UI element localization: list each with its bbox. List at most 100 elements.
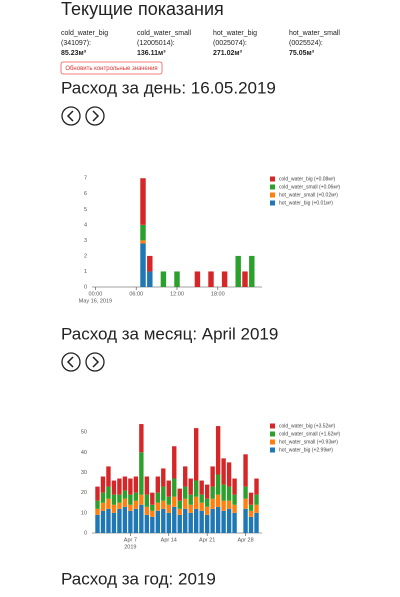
bar-segment — [139, 504, 144, 533]
legend-swatch[interactable] — [270, 200, 275, 206]
bar-segment — [106, 498, 111, 509]
x-tick-label: Apr 21 — [199, 537, 215, 543]
y-tick-label: 40 — [81, 450, 87, 456]
bar-segment — [111, 480, 117, 495]
bar-segment — [248, 504, 254, 511]
button-label[interactable]: Обновить контрольные значения — [65, 66, 157, 72]
bar-segment — [111, 494, 117, 505]
nav-arrow[interactable] — [66, 356, 74, 368]
bar-segment — [226, 508, 232, 533]
bar-segment — [183, 466, 188, 487]
meters: cold_water_big (341097): 85.23м³ cold_wa… — [61, 30, 340, 57]
bar-segment — [161, 468, 166, 487]
section-title: Расход за год: 2019 — [61, 569, 216, 588]
legend-swatch[interactable] — [270, 447, 275, 453]
update-button[interactable]: Обновить контрольные значения — [60, 61, 163, 75]
bar-segment — [232, 494, 237, 505]
bar-segment — [232, 512, 237, 533]
meter-id: (0025524): — [289, 40, 323, 47]
bar-segment — [199, 480, 204, 495]
prev-button[interactable] — [61, 106, 81, 126]
legend-label[interactable]: cold_water_small (+0.06м³) — [279, 184, 340, 190]
y-tick-label: 7 — [84, 176, 87, 182]
bar-segment — [243, 508, 248, 533]
bar-segment — [106, 466, 111, 487]
bar-segment — [254, 512, 259, 533]
bar-segment — [128, 510, 133, 533]
bar-segment — [106, 486, 111, 499]
meter-id: (0025074): — [213, 40, 247, 47]
bar-segment — [194, 496, 199, 509]
y-tick-label: 2 — [84, 253, 87, 259]
bar-segment — [221, 271, 228, 287]
legend-label[interactable]: cold_water_big (+3.52м³) — [279, 423, 335, 429]
nav-arrow[interactable] — [66, 110, 74, 122]
meter-name: hot_water_small — [289, 30, 340, 37]
bar-segment — [117, 494, 122, 503]
bar-segment — [174, 271, 180, 287]
nav-circle[interactable] — [61, 106, 81, 126]
bar-segment — [248, 516, 254, 533]
bar-segment — [140, 240, 146, 244]
meter-value: 75.05м³ — [289, 50, 315, 57]
legend-label[interactable]: hot_water_small (+0.02м³) — [279, 192, 338, 198]
legend-swatch[interactable] — [270, 431, 275, 437]
bar-segment — [177, 500, 182, 509]
bar-segment — [199, 494, 204, 503]
bar-segment — [172, 496, 177, 507]
bar-segment — [194, 480, 199, 497]
nav-arrow[interactable] — [92, 356, 100, 368]
meter-value: 136.11м³ — [137, 50, 166, 57]
nav-circle[interactable] — [61, 352, 81, 372]
bar-segment — [147, 271, 153, 287]
legend-swatch[interactable] — [270, 423, 275, 429]
next-button[interactable] — [85, 106, 105, 126]
legend-swatch[interactable] — [270, 192, 275, 198]
prev-button[interactable] — [61, 352, 81, 372]
x-tick-label: Apr 14 — [161, 537, 177, 543]
bar-segment — [95, 508, 100, 515]
x-tick-label: Apr 28 — [237, 537, 253, 543]
bar-segment — [140, 178, 146, 225]
meter-name: cold_water_big — [61, 30, 108, 37]
legend-label[interactable]: hot_water_big (+2.99м³) — [279, 447, 333, 453]
bar-segment — [117, 502, 122, 509]
bar-segment — [144, 494, 150, 507]
bar-segment — [155, 492, 160, 503]
bar-segment — [243, 498, 248, 509]
nav-circle[interactable] — [85, 352, 105, 372]
button-frame[interactable] — [60, 61, 163, 75]
bar-segment — [210, 498, 215, 509]
bar-segment — [155, 476, 160, 493]
bar-segment — [226, 462, 232, 487]
y-tick-label: 4 — [84, 222, 87, 228]
section-title: Расход за день: 16.05.2019 — [61, 78, 276, 97]
bar-segment — [183, 508, 188, 533]
legend-label[interactable]: cold_water_big (+0.08м³) — [279, 176, 335, 182]
bar-segment — [117, 478, 122, 495]
nav-circle[interactable] — [85, 106, 105, 126]
bar-segment — [117, 508, 122, 533]
bar-segment — [133, 476, 139, 493]
bar-segment — [249, 255, 255, 287]
x-sublabel: 2019 — [124, 544, 136, 550]
legend-swatch[interactable] — [270, 439, 275, 445]
bar-segment — [183, 498, 188, 509]
x-tick-label: Apr 7 — [124, 537, 137, 543]
x-tick-label: 18:00 — [211, 291, 225, 297]
bar-segment — [128, 478, 133, 495]
bar-segment — [128, 494, 133, 505]
nav-arrow[interactable] — [92, 110, 100, 122]
legend-label[interactable]: cold_water_small (+1.62м³) — [279, 431, 340, 437]
x-tick-label: 06:00 — [129, 291, 143, 297]
next-button[interactable] — [85, 352, 105, 372]
bar-segment — [199, 510, 204, 533]
legend-swatch[interactable] — [270, 176, 275, 182]
legend-swatch[interactable] — [270, 184, 275, 190]
legend-label[interactable]: hot_water_big (+0.01м³) — [279, 200, 333, 206]
legend-label[interactable]: hot_water_small (+0.93м³) — [279, 439, 338, 445]
bar-segment — [254, 478, 259, 495]
bar-segment — [194, 428, 199, 481]
bar-segment — [122, 490, 128, 499]
bar-segment — [172, 446, 177, 479]
